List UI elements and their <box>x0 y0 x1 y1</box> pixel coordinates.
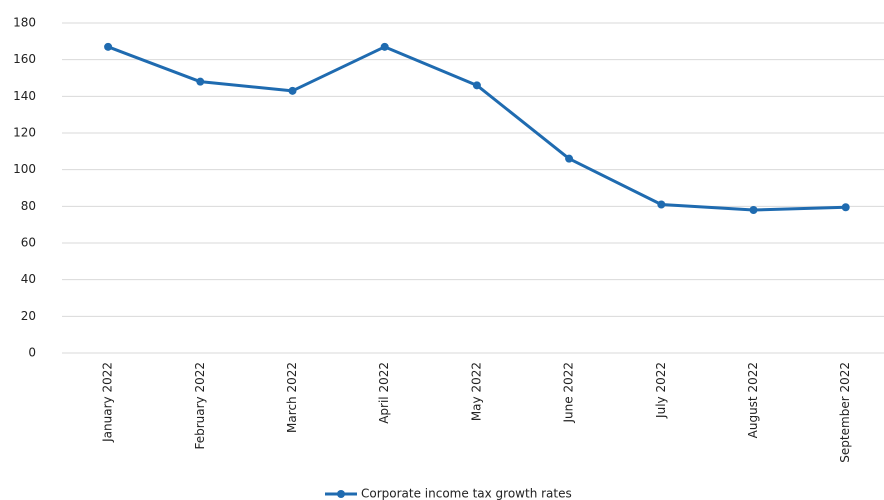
point <box>288 86 297 95</box>
x-tick-label: September 2022 <box>838 362 852 463</box>
x-tick-label: March 2022 <box>285 362 299 433</box>
x-tick-label: June 2022 <box>562 362 576 424</box>
point <box>380 42 389 51</box>
point <box>841 203 850 212</box>
y-tick-label: 120 <box>13 126 36 140</box>
x-tick-label: May 2022 <box>469 362 483 421</box>
y-tick-label: 40 <box>21 272 36 286</box>
y-tick-label: 60 <box>21 236 36 250</box>
point <box>472 81 481 90</box>
y-tick-label: 80 <box>21 199 36 213</box>
y-tick-label: 100 <box>13 162 36 176</box>
y-tick-label: 160 <box>13 52 36 66</box>
point <box>565 154 574 163</box>
y-tick-label: 20 <box>21 309 36 323</box>
point <box>196 77 205 86</box>
x-tick-label: August 2022 <box>746 362 760 438</box>
y-tick-label: 180 <box>13 16 36 30</box>
legend-marker <box>337 490 345 498</box>
legend-label: Corporate income tax growth rates <box>361 487 572 500</box>
y-tick-label: 0 <box>28 346 36 360</box>
point <box>749 206 758 214</box>
line <box>107 45 846 212</box>
point <box>657 200 666 209</box>
x-tick-label: January 2022 <box>101 362 115 443</box>
point <box>104 42 113 51</box>
x-tick-label: February 2022 <box>193 362 207 450</box>
y-tick-label: 140 <box>13 89 36 103</box>
x-tick-label: April 2022 <box>377 362 391 424</box>
x-tick-label: July 2022 <box>654 362 668 419</box>
